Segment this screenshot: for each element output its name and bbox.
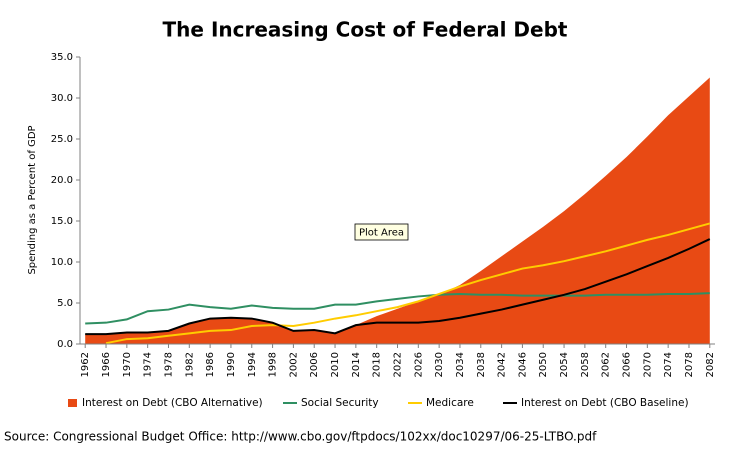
x-tick-label: 2034 (455, 352, 466, 377)
x-tick-label: 2078 (684, 352, 695, 377)
chart-title: The Increasing Cost of Federal Debt (163, 18, 568, 42)
x-tick-label: 1970 (122, 352, 133, 377)
y-tick-label: 0.0 (57, 339, 73, 350)
legend-label: Social Security (301, 397, 379, 409)
legend-label: Medicare (426, 397, 474, 409)
x-tick-label: 2082 (705, 352, 716, 377)
legend-label: Interest on Debt (CBO Alternative) (82, 397, 263, 409)
x-tick-label: 2038 (476, 352, 487, 377)
x-tick-label: 2030 (434, 352, 445, 377)
y-tick-label: 15.0 (51, 216, 73, 227)
x-tick-label: 1990 (226, 352, 237, 377)
x-tick-label: 2006 (309, 352, 320, 377)
area (85, 77, 710, 344)
x-tick-label: 2010 (330, 352, 341, 377)
x-tick-label: 1966 (101, 352, 112, 377)
tooltip-box (354, 223, 409, 241)
y-tick-label: 30.0 (51, 93, 73, 104)
x-tick-label: 1962 (80, 352, 91, 377)
x-tick-label: 2002 (288, 352, 299, 377)
y-tick-label: 20.0 (51, 175, 73, 186)
x-tick-label: 1978 (163, 352, 174, 377)
x-tick-label: 2014 (351, 352, 362, 377)
x-tick-label: 2026 (413, 352, 424, 377)
y-tick-label: 5.0 (57, 298, 73, 309)
legend-label: Interest on Debt (CBO Baseline) (521, 397, 689, 409)
x-tick-label: 1998 (268, 352, 279, 377)
x-tick-label: 1986 (205, 352, 216, 377)
tooltip-text: Plot Area (359, 228, 404, 239)
x-tick-label: 1974 (143, 352, 154, 377)
x-tick-label: 2042 (497, 352, 508, 377)
x-tick-label: 2046 (517, 352, 528, 377)
line (85, 238, 711, 336)
x-tick-label: 1982 (184, 352, 195, 377)
x-tick-label: 2070 (642, 352, 653, 377)
legend-swatch (68, 399, 77, 407)
x-tick-label: 2074 (663, 352, 674, 377)
x-tick-label: 2066 (622, 352, 633, 377)
y-tick-label: 10.0 (51, 257, 73, 268)
y-axis-label: Spending as a Percent of GDP (27, 125, 38, 274)
x-tick-label: 2054 (559, 352, 570, 377)
x-tick-label: 2022 (393, 352, 404, 377)
x-tick-label: 1994 (247, 352, 258, 377)
y-tick-label: 35.0 (51, 52, 73, 63)
y-tick-label: 25.0 (51, 134, 73, 145)
x-tick-label: 2018 (372, 352, 383, 377)
x-tick-label: 2058 (580, 352, 591, 377)
line (105, 222, 711, 345)
tooltip: Plot Area (354, 223, 409, 241)
source-note: Source: Congressional Budget Office: htt… (4, 430, 597, 444)
line (85, 292, 710, 325)
x-tick-label: 2062 (601, 352, 612, 377)
x-tick-label: 2050 (538, 352, 549, 377)
